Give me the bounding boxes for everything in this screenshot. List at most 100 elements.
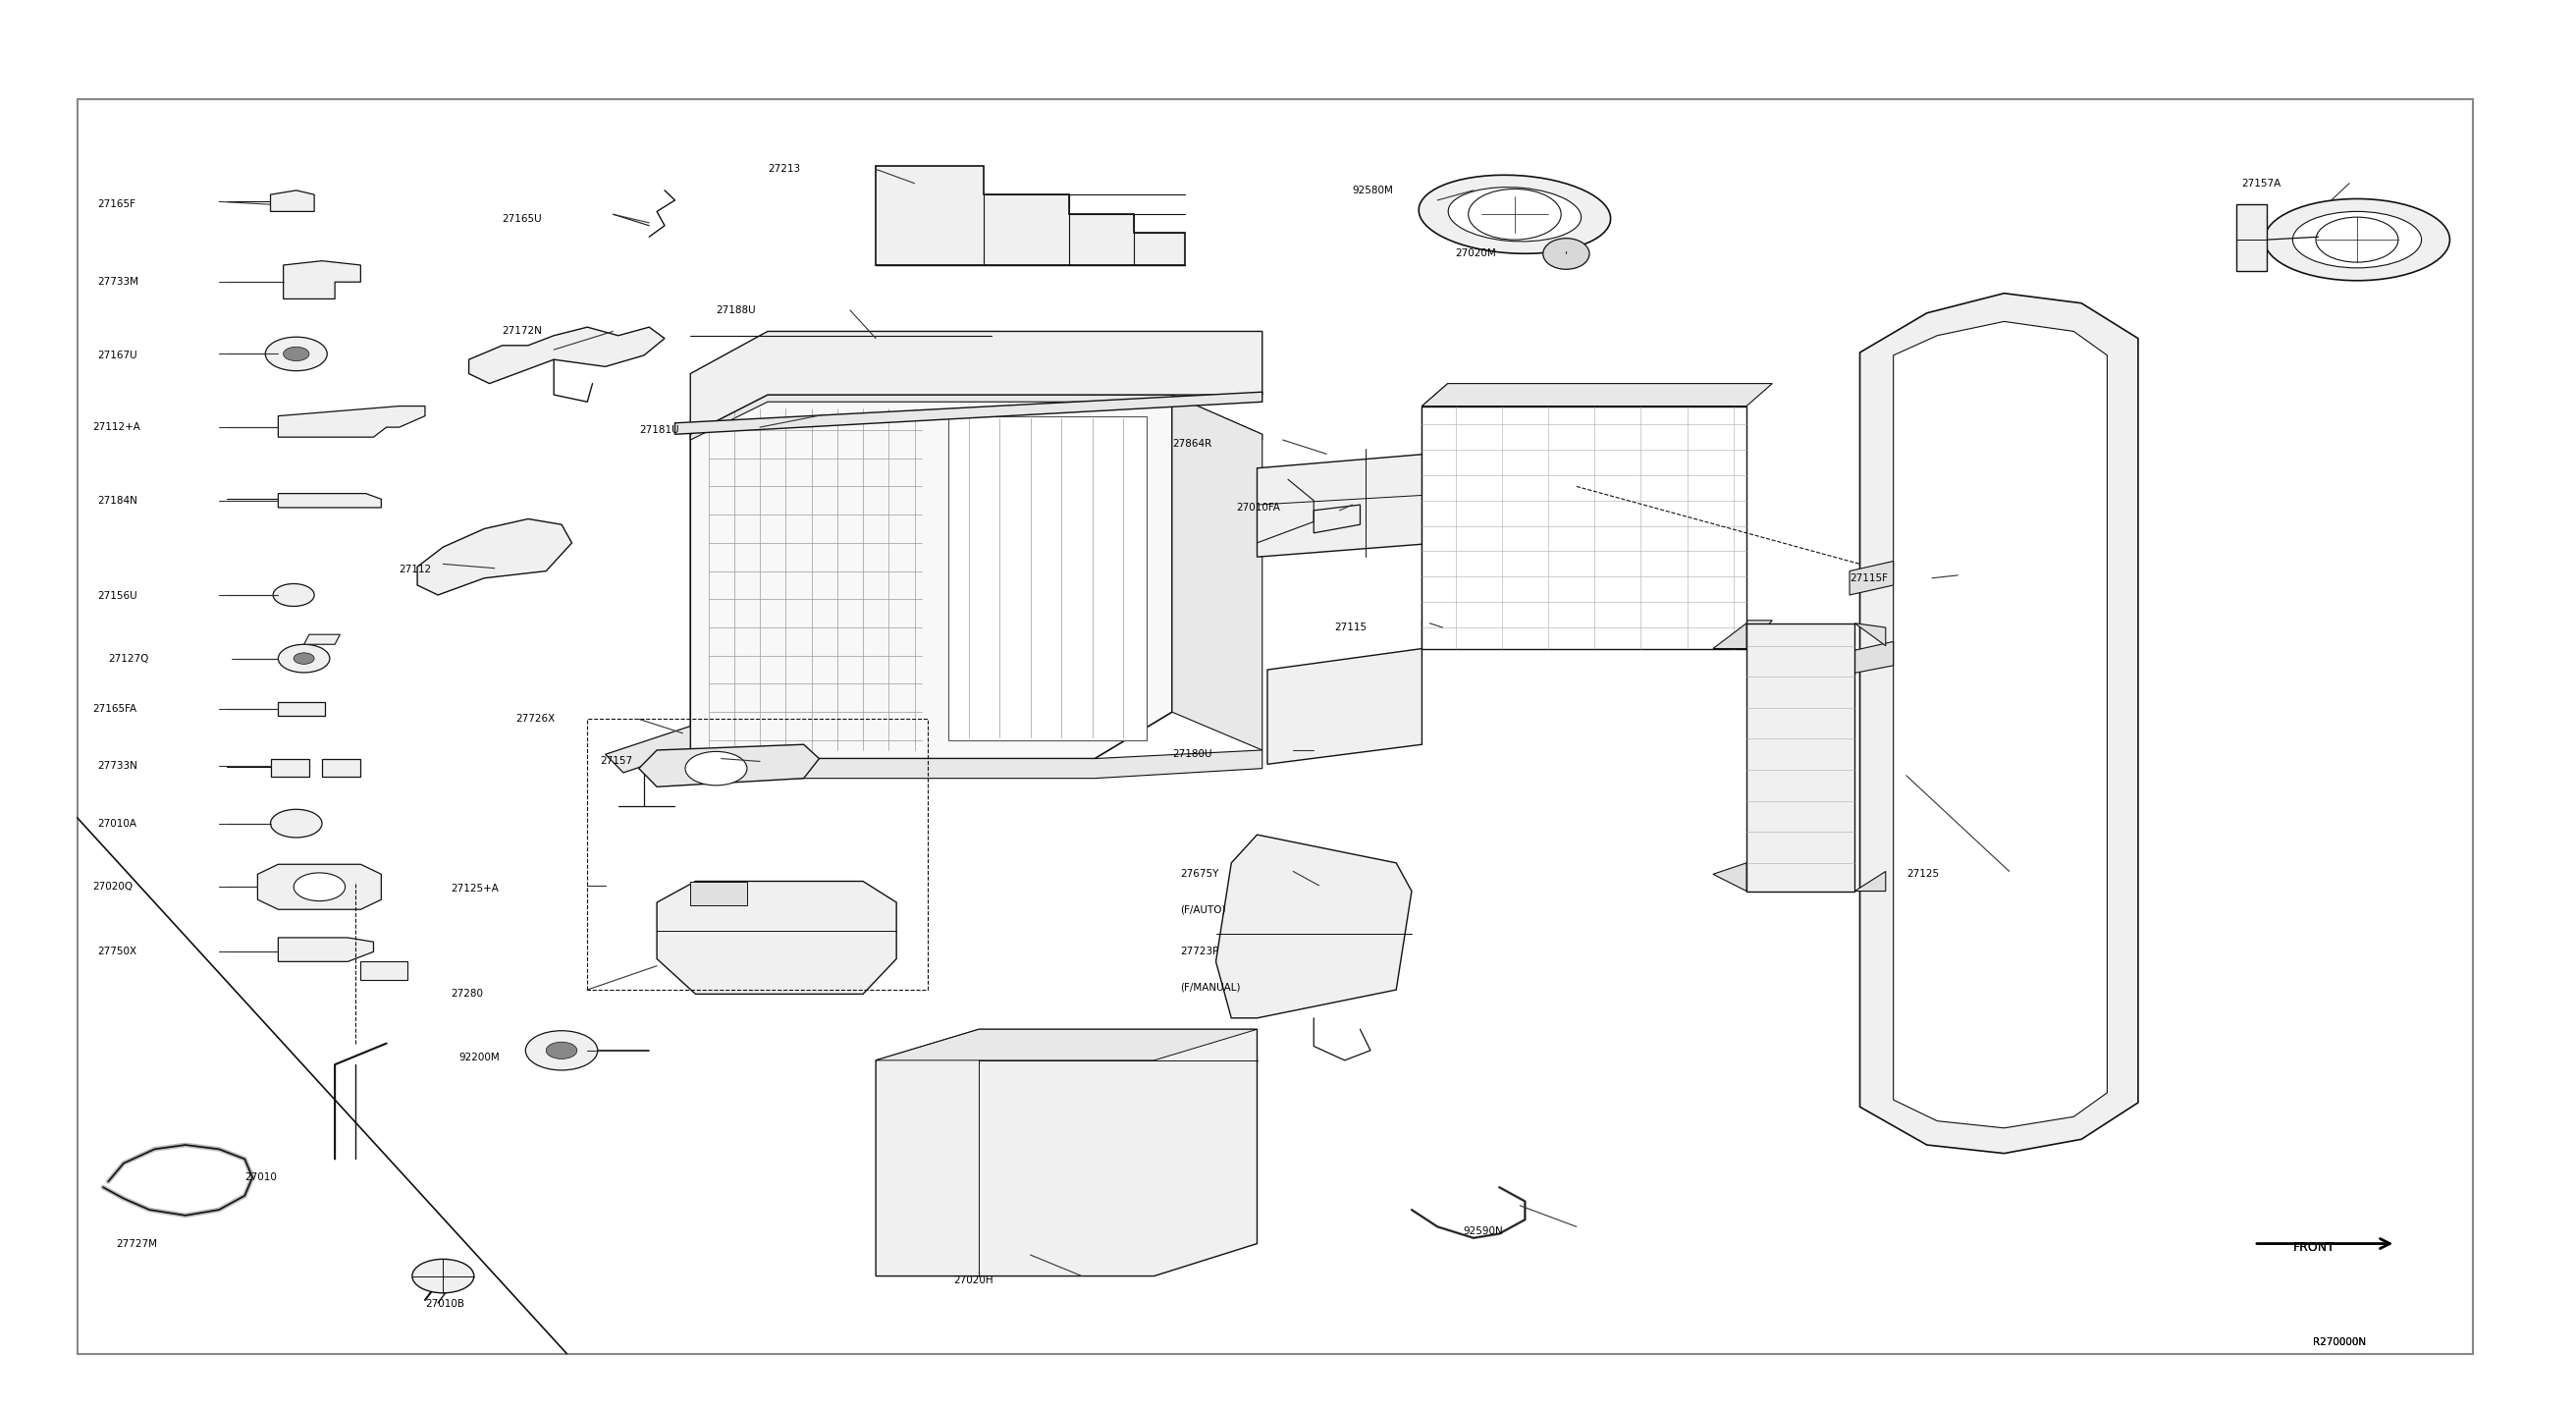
Text: 27165F: 27165F: [98, 200, 137, 209]
Polygon shape: [1850, 642, 1893, 674]
Polygon shape: [1713, 623, 1747, 649]
Polygon shape: [657, 881, 896, 994]
Polygon shape: [876, 1029, 1257, 1060]
Text: 27010A: 27010A: [98, 819, 137, 828]
Circle shape: [412, 1259, 474, 1293]
Circle shape: [1468, 189, 1561, 240]
Polygon shape: [690, 395, 1172, 759]
Ellipse shape: [2264, 199, 2450, 281]
Polygon shape: [1747, 623, 1855, 891]
Text: 92200M: 92200M: [459, 1053, 500, 1062]
Text: 27010B: 27010B: [425, 1300, 464, 1308]
Bar: [77, 99, 2473, 1354]
Polygon shape: [1422, 384, 1772, 406]
Circle shape: [278, 644, 330, 673]
Text: 27010FA: 27010FA: [1236, 503, 1280, 512]
Text: (F/AUTO): (F/AUTO): [1180, 905, 1226, 914]
Polygon shape: [1850, 561, 1893, 595]
Polygon shape: [1713, 863, 1747, 891]
Circle shape: [270, 809, 322, 838]
Text: 27188U: 27188U: [716, 306, 755, 314]
Text: FRONT: FRONT: [2293, 1241, 2334, 1255]
Polygon shape: [876, 1029, 1257, 1276]
Polygon shape: [1422, 620, 1772, 649]
Polygon shape: [417, 519, 572, 595]
Polygon shape: [639, 744, 819, 787]
Ellipse shape: [2293, 212, 2421, 268]
Polygon shape: [690, 881, 747, 905]
Polygon shape: [270, 759, 309, 777]
Text: 92580M: 92580M: [1352, 186, 1394, 195]
Polygon shape: [278, 702, 325, 716]
Text: 27020M: 27020M: [1455, 250, 1497, 258]
Text: 27184N: 27184N: [98, 496, 139, 505]
Polygon shape: [1216, 835, 1412, 1018]
Text: 27115: 27115: [1334, 623, 1368, 632]
Polygon shape: [304, 635, 340, 644]
Text: 27127Q: 27127Q: [108, 654, 149, 663]
Circle shape: [283, 347, 309, 361]
Text: 27733N: 27733N: [98, 761, 139, 770]
Polygon shape: [876, 166, 1185, 265]
Polygon shape: [278, 494, 381, 508]
Polygon shape: [1257, 448, 1577, 557]
Text: 27010: 27010: [245, 1173, 278, 1182]
Text: 27733M: 27733M: [98, 278, 139, 286]
Polygon shape: [1422, 384, 1448, 649]
Text: 27165U: 27165U: [502, 214, 541, 223]
Text: 27165FA: 27165FA: [93, 705, 137, 713]
Text: 27280: 27280: [451, 990, 484, 998]
Polygon shape: [469, 327, 665, 384]
Polygon shape: [322, 759, 361, 777]
Circle shape: [294, 873, 345, 901]
Text: 27180U: 27180U: [1172, 750, 1211, 759]
Polygon shape: [258, 864, 381, 909]
Text: 27726X: 27726X: [515, 715, 554, 723]
Text: 27181U: 27181U: [639, 426, 677, 434]
Text: R270000N: R270000N: [2313, 1338, 2367, 1347]
Ellipse shape: [1543, 238, 1589, 269]
Text: 27157: 27157: [600, 757, 634, 766]
Text: 27157A: 27157A: [2241, 179, 2280, 188]
Polygon shape: [283, 261, 361, 299]
Circle shape: [2316, 217, 2398, 262]
Polygon shape: [690, 331, 1262, 434]
Text: 27112: 27112: [399, 565, 433, 574]
Text: 27727M: 27727M: [116, 1239, 157, 1248]
Text: 27675Y: 27675Y: [1180, 870, 1218, 878]
Polygon shape: [270, 190, 314, 212]
Text: 27213: 27213: [768, 165, 801, 173]
Circle shape: [265, 337, 327, 371]
Polygon shape: [1422, 406, 1747, 649]
Text: 27115F: 27115F: [1850, 574, 1888, 582]
Text: 27020H: 27020H: [953, 1276, 992, 1285]
Polygon shape: [1267, 649, 1422, 764]
Circle shape: [526, 1031, 598, 1070]
Text: 27167U: 27167U: [98, 351, 137, 360]
Text: 92590N: 92590N: [1463, 1227, 1504, 1235]
Polygon shape: [605, 726, 690, 773]
Text: 27125: 27125: [1906, 870, 1940, 878]
Text: FRONT: FRONT: [2293, 1241, 2334, 1255]
Circle shape: [685, 752, 747, 785]
Polygon shape: [361, 962, 407, 980]
Text: 27112+A: 27112+A: [93, 423, 142, 431]
Text: 27723P: 27723P: [1180, 948, 1218, 956]
Polygon shape: [690, 395, 1262, 440]
Circle shape: [273, 584, 314, 606]
Text: 27172N: 27172N: [502, 327, 544, 336]
Polygon shape: [278, 406, 425, 437]
Polygon shape: [1855, 871, 1886, 891]
Polygon shape: [1893, 321, 2107, 1128]
Polygon shape: [1172, 395, 1262, 750]
Polygon shape: [278, 938, 374, 962]
Text: 27750X: 27750X: [98, 948, 137, 956]
Polygon shape: [675, 392, 1262, 434]
Circle shape: [546, 1042, 577, 1059]
Polygon shape: [1855, 623, 1886, 646]
Text: 27156U: 27156U: [98, 592, 137, 601]
Text: 27020Q: 27020Q: [93, 883, 134, 891]
Polygon shape: [690, 750, 1262, 778]
Ellipse shape: [1419, 175, 1610, 254]
Polygon shape: [1860, 293, 2138, 1153]
